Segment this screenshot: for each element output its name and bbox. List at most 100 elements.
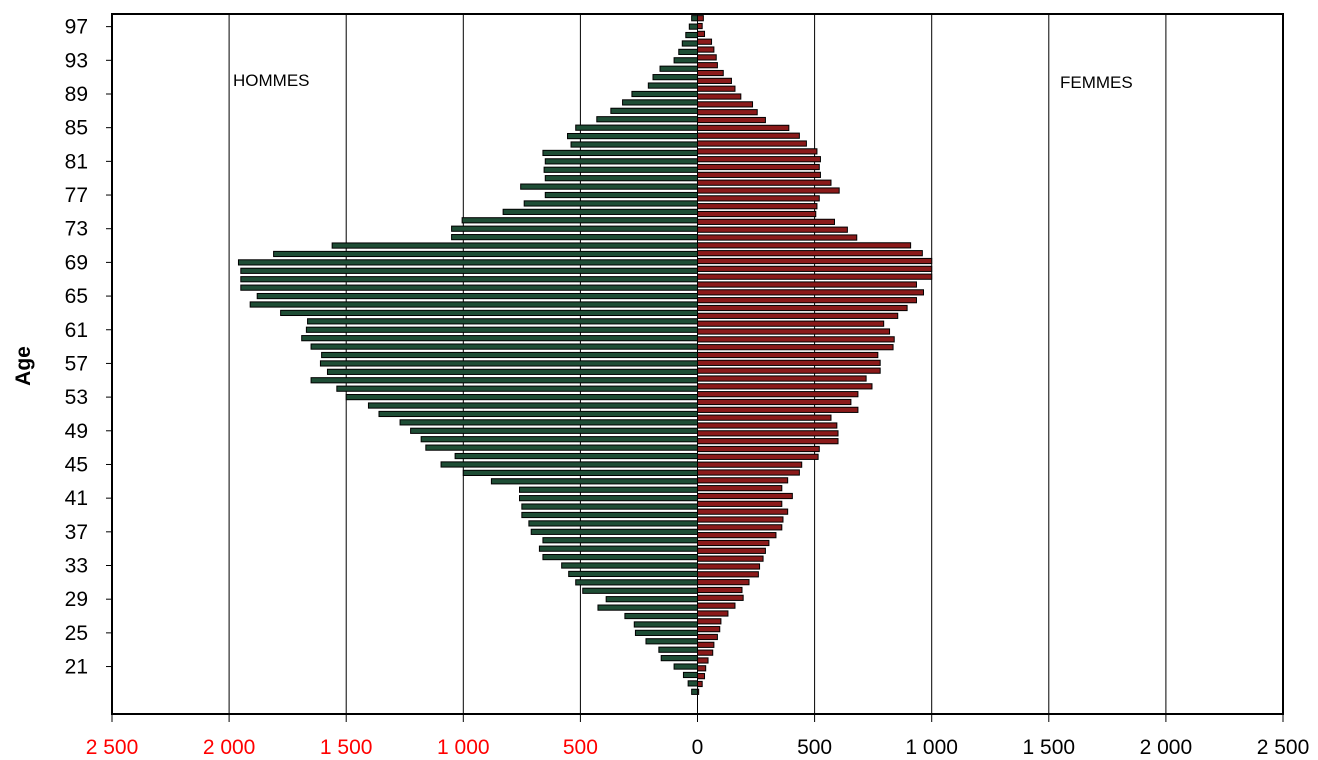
bar-hommes xyxy=(462,469,698,476)
bar-femmes xyxy=(697,312,899,319)
bar-hommes xyxy=(652,74,699,81)
bar-femmes xyxy=(697,257,933,265)
bar-femmes xyxy=(697,469,800,476)
bar-femmes xyxy=(697,226,848,233)
bar-hommes xyxy=(543,166,698,173)
bar-hommes xyxy=(521,511,698,519)
bar-hommes xyxy=(561,562,698,569)
bar-femmes xyxy=(697,93,742,100)
bar-hommes xyxy=(310,377,698,384)
bar-femmes xyxy=(697,586,743,594)
bar-femmes xyxy=(697,430,839,437)
bar-femmes xyxy=(697,673,706,680)
y-tick-label: 97 xyxy=(65,16,88,39)
bar-femmes xyxy=(697,547,766,554)
y-tick-label: 29 xyxy=(65,588,88,611)
bar-hommes xyxy=(301,335,698,342)
y-tick-label: 65 xyxy=(65,285,88,308)
x-tick-label: 2 500 xyxy=(86,736,139,759)
bar-femmes xyxy=(697,641,715,648)
bar-femmes xyxy=(697,203,818,210)
bar-femmes xyxy=(697,571,759,578)
bar-femmes xyxy=(697,563,761,570)
y-tick-label: 73 xyxy=(65,218,88,241)
bar-femmes xyxy=(697,289,925,296)
bar-hommes xyxy=(425,444,698,451)
bar-femmes xyxy=(697,375,867,382)
bar-femmes xyxy=(697,171,821,178)
bar-femmes xyxy=(697,485,783,492)
bar-hommes xyxy=(528,520,698,527)
bar-femmes xyxy=(697,610,729,617)
bar-femmes xyxy=(697,140,807,147)
bar-hommes xyxy=(681,40,698,47)
bar-hommes xyxy=(326,368,698,375)
bar-hommes xyxy=(691,688,699,695)
bar-femmes xyxy=(697,359,881,366)
bar-hommes xyxy=(321,351,698,359)
bar-femmes xyxy=(697,179,832,186)
bar-femmes xyxy=(697,351,879,359)
bar-femmes xyxy=(697,633,718,641)
bar-femmes xyxy=(697,524,783,531)
bar-femmes xyxy=(697,242,912,249)
bar-hommes xyxy=(645,638,699,645)
y-tick-label: 45 xyxy=(65,453,88,476)
bar-hommes xyxy=(688,23,698,30)
bar-femmes xyxy=(697,414,832,421)
bar-hommes xyxy=(461,217,698,224)
bar-femmes xyxy=(697,15,704,22)
bar-hommes xyxy=(336,385,698,392)
bar-femmes xyxy=(697,38,713,45)
y-tick-label: 21 xyxy=(65,656,88,679)
bar-femmes xyxy=(697,163,820,171)
bar-hommes xyxy=(520,183,699,190)
y-tick-label: 85 xyxy=(65,117,88,140)
bar-femmes xyxy=(697,101,754,108)
bar-hommes xyxy=(622,99,699,106)
bar-femmes xyxy=(697,422,838,429)
bar-hommes xyxy=(568,570,698,578)
bar-femmes xyxy=(697,187,840,194)
bar-femmes xyxy=(697,602,736,609)
bar-femmes xyxy=(697,77,732,84)
bars xyxy=(237,15,933,695)
bar-femmes xyxy=(697,234,858,241)
hommes-label: HOMMES xyxy=(233,71,310,90)
bar-femmes xyxy=(697,508,789,515)
bar-hommes xyxy=(544,175,699,182)
bar-hommes xyxy=(544,191,699,199)
x-tick-label: 1 500 xyxy=(320,736,373,759)
bar-femmes xyxy=(697,500,783,507)
bar-hommes xyxy=(624,612,699,620)
bar-femmes xyxy=(697,665,707,672)
bar-femmes xyxy=(697,594,744,601)
bar-hommes xyxy=(542,553,698,561)
bar-femmes xyxy=(697,383,873,390)
bar-hommes xyxy=(605,596,698,603)
bar-femmes xyxy=(697,250,923,257)
bar-hommes xyxy=(310,343,698,350)
bar-hommes xyxy=(575,124,698,131)
bar-hommes xyxy=(610,107,699,114)
bar-femmes xyxy=(697,148,818,155)
bar-hommes xyxy=(240,276,698,283)
bar-hommes xyxy=(305,326,698,333)
bar-hommes xyxy=(538,545,698,552)
bar-femmes xyxy=(697,391,859,398)
bar-femmes xyxy=(697,406,859,413)
bar-hommes xyxy=(575,579,698,586)
bar-hommes xyxy=(530,528,699,535)
bar-hommes xyxy=(542,537,698,544)
y-axis-ticks: 21 25 29 33 37 41 45 49 53 57 61 65 69 73 77 81 85 89 93 97 xyxy=(65,16,112,679)
bar-hommes xyxy=(631,90,699,98)
bar-femmes xyxy=(697,46,715,53)
bar-femmes xyxy=(697,62,718,69)
bar-hommes xyxy=(367,402,698,409)
bar-femmes xyxy=(697,320,885,327)
bar-femmes xyxy=(697,626,721,633)
bar-hommes xyxy=(633,621,698,628)
x-tick-label: 1 000 xyxy=(437,736,490,759)
bar-hommes xyxy=(519,486,698,493)
bar-femmes xyxy=(697,477,789,484)
